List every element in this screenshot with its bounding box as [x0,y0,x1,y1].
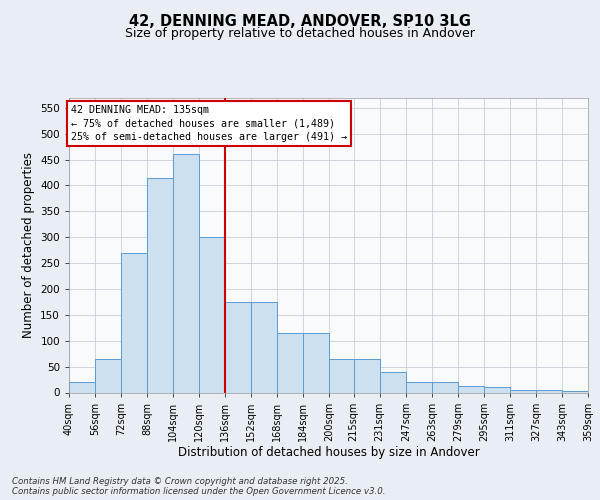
Bar [406,382,432,392]
Text: Size of property relative to detached houses in Andover: Size of property relative to detached ho… [125,27,475,40]
Bar [173,154,199,392]
Bar [329,359,354,392]
Bar [147,178,173,392]
Bar [354,359,380,392]
Bar [303,333,329,392]
Bar [536,390,562,392]
Bar [95,359,121,392]
Bar [199,237,225,392]
Text: 42, DENNING MEAD, ANDOVER, SP10 3LG: 42, DENNING MEAD, ANDOVER, SP10 3LG [129,14,471,29]
Bar [432,382,458,392]
Bar [380,372,406,392]
Bar [225,302,251,392]
Text: Contains HM Land Registry data © Crown copyright and database right 2025.
Contai: Contains HM Land Registry data © Crown c… [12,476,386,496]
X-axis label: Distribution of detached houses by size in Andover: Distribution of detached houses by size … [178,446,479,460]
Bar [458,386,484,392]
Y-axis label: Number of detached properties: Number of detached properties [22,152,35,338]
Bar [277,333,303,392]
Bar [484,388,510,392]
Bar [69,382,95,392]
Bar [251,302,277,392]
Bar [562,391,588,392]
Text: 42 DENNING MEAD: 135sqm
← 75% of detached houses are smaller (1,489)
25% of semi: 42 DENNING MEAD: 135sqm ← 75% of detache… [71,106,347,142]
Bar [121,253,147,392]
Bar [510,390,536,392]
